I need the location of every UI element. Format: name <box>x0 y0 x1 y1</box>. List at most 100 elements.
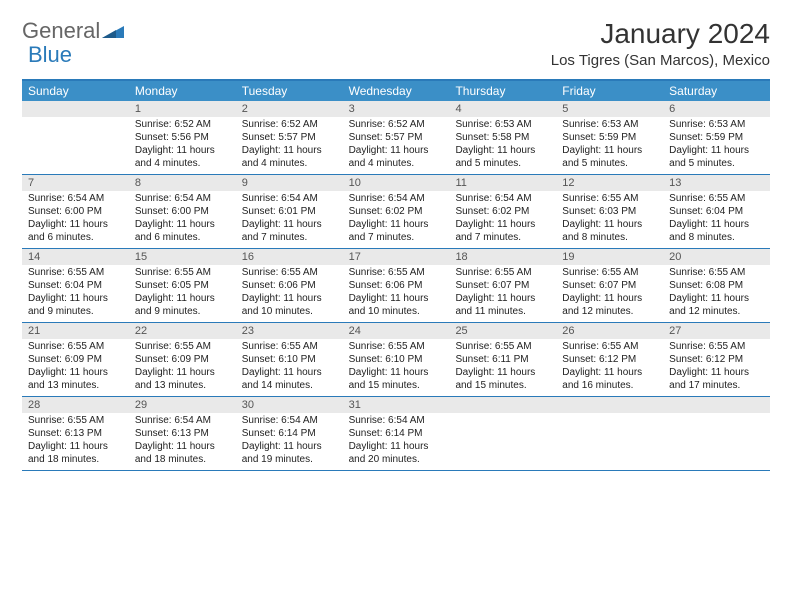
cell-body: Sunrise: 6:54 AMSunset: 6:13 PMDaylight:… <box>129 413 236 470</box>
daylight-text: Daylight: 11 hours and 9 minutes. <box>28 292 123 318</box>
cell-body: Sunrise: 6:55 AMSunset: 6:06 PMDaylight:… <box>236 265 343 322</box>
day-number: 15 <box>129 249 236 265</box>
cell-body: Sunrise: 6:54 AMSunset: 6:02 PMDaylight:… <box>449 191 556 248</box>
calendar-cell: 22Sunrise: 6:55 AMSunset: 6:09 PMDayligh… <box>129 323 236 396</box>
cell-body: Sunrise: 6:55 AMSunset: 6:10 PMDaylight:… <box>236 339 343 396</box>
sunset-text: Sunset: 6:09 PM <box>28 353 123 366</box>
sunset-text: Sunset: 6:14 PM <box>242 427 337 440</box>
calendar-cell: 20Sunrise: 6:55 AMSunset: 6:08 PMDayligh… <box>663 249 770 322</box>
sunrise-text: Sunrise: 6:55 AM <box>562 266 657 279</box>
sunrise-text: Sunrise: 6:55 AM <box>28 414 123 427</box>
daylight-text: Daylight: 11 hours and 15 minutes. <box>349 366 444 392</box>
calendar-cell: 14Sunrise: 6:55 AMSunset: 6:04 PMDayligh… <box>22 249 129 322</box>
cell-body: Sunrise: 6:54 AMSunset: 6:00 PMDaylight:… <box>22 191 129 248</box>
sunrise-text: Sunrise: 6:55 AM <box>242 266 337 279</box>
sunset-text: Sunset: 6:06 PM <box>349 279 444 292</box>
day-number: 3 <box>343 101 450 117</box>
cell-body: Sunrise: 6:55 AMSunset: 6:07 PMDaylight:… <box>449 265 556 322</box>
day-number <box>22 101 129 117</box>
sunrise-text: Sunrise: 6:55 AM <box>562 192 657 205</box>
day-header-wed: Wednesday <box>343 81 450 101</box>
day-number: 8 <box>129 175 236 191</box>
logo-general: General <box>22 18 100 44</box>
day-number: 16 <box>236 249 343 265</box>
daylight-text: Daylight: 11 hours and 13 minutes. <box>135 366 230 392</box>
sunrise-text: Sunrise: 6:54 AM <box>242 192 337 205</box>
header: General January 2024 Los Tigres (San Mar… <box>22 18 770 69</box>
day-number: 29 <box>129 397 236 413</box>
daylight-text: Daylight: 11 hours and 9 minutes. <box>135 292 230 318</box>
calendar-cell: 15Sunrise: 6:55 AMSunset: 6:05 PMDayligh… <box>129 249 236 322</box>
sunrise-text: Sunrise: 6:54 AM <box>349 192 444 205</box>
calendar-cell: 12Sunrise: 6:55 AMSunset: 6:03 PMDayligh… <box>556 175 663 248</box>
daylight-text: Daylight: 11 hours and 8 minutes. <box>669 218 764 244</box>
cell-body: Sunrise: 6:53 AMSunset: 5:59 PMDaylight:… <box>663 117 770 174</box>
day-number: 18 <box>449 249 556 265</box>
sunset-text: Sunset: 6:01 PM <box>242 205 337 218</box>
sunrise-text: Sunrise: 6:55 AM <box>455 266 550 279</box>
calendar-cell: 24Sunrise: 6:55 AMSunset: 6:10 PMDayligh… <box>343 323 450 396</box>
calendar-cell: 9Sunrise: 6:54 AMSunset: 6:01 PMDaylight… <box>236 175 343 248</box>
day-number: 9 <box>236 175 343 191</box>
week-row: 14Sunrise: 6:55 AMSunset: 6:04 PMDayligh… <box>22 249 770 323</box>
day-header-fri: Friday <box>556 81 663 101</box>
sunset-text: Sunset: 6:06 PM <box>242 279 337 292</box>
sunrise-text: Sunrise: 6:55 AM <box>28 340 123 353</box>
daylight-text: Daylight: 11 hours and 11 minutes. <box>455 292 550 318</box>
page-title: January 2024 <box>551 18 770 50</box>
sunrise-text: Sunrise: 6:55 AM <box>135 340 230 353</box>
calendar-cell: 8Sunrise: 6:54 AMSunset: 6:00 PMDaylight… <box>129 175 236 248</box>
cell-body: Sunrise: 6:55 AMSunset: 6:13 PMDaylight:… <box>22 413 129 470</box>
day-number: 11 <box>449 175 556 191</box>
daylight-text: Daylight: 11 hours and 6 minutes. <box>28 218 123 244</box>
page-subtitle: Los Tigres (San Marcos), Mexico <box>551 52 770 69</box>
sunset-text: Sunset: 6:00 PM <box>135 205 230 218</box>
daylight-text: Daylight: 11 hours and 5 minutes. <box>562 144 657 170</box>
sunset-text: Sunset: 6:13 PM <box>28 427 123 440</box>
sunset-text: Sunset: 5:58 PM <box>455 131 550 144</box>
title-block: January 2024 Los Tigres (San Marcos), Me… <box>551 18 770 69</box>
calendar-cell: 4Sunrise: 6:53 AMSunset: 5:58 PMDaylight… <box>449 101 556 174</box>
day-number: 21 <box>22 323 129 339</box>
sunset-text: Sunset: 6:02 PM <box>455 205 550 218</box>
sunset-text: Sunset: 5:59 PM <box>669 131 764 144</box>
sunrise-text: Sunrise: 6:55 AM <box>135 266 230 279</box>
calendar-cell: 1Sunrise: 6:52 AMSunset: 5:56 PMDaylight… <box>129 101 236 174</box>
day-number: 27 <box>663 323 770 339</box>
sunrise-text: Sunrise: 6:55 AM <box>349 266 444 279</box>
cell-body: Sunrise: 6:52 AMSunset: 5:57 PMDaylight:… <box>236 117 343 174</box>
calendar-cell: 21Sunrise: 6:55 AMSunset: 6:09 PMDayligh… <box>22 323 129 396</box>
cell-body: Sunrise: 6:52 AMSunset: 5:56 PMDaylight:… <box>129 117 236 174</box>
cell-body: Sunrise: 6:55 AMSunset: 6:03 PMDaylight:… <box>556 191 663 248</box>
sunrise-text: Sunrise: 6:52 AM <box>242 118 337 131</box>
sunset-text: Sunset: 6:14 PM <box>349 427 444 440</box>
sunrise-text: Sunrise: 6:54 AM <box>135 192 230 205</box>
daylight-text: Daylight: 11 hours and 4 minutes. <box>242 144 337 170</box>
daylight-text: Daylight: 11 hours and 12 minutes. <box>669 292 764 318</box>
day-header-mon: Monday <box>129 81 236 101</box>
day-number: 28 <box>22 397 129 413</box>
cell-body: Sunrise: 6:55 AMSunset: 6:10 PMDaylight:… <box>343 339 450 396</box>
weeks-container: 1Sunrise: 6:52 AMSunset: 5:56 PMDaylight… <box>22 101 770 471</box>
day-number: 6 <box>663 101 770 117</box>
sunrise-text: Sunrise: 6:53 AM <box>562 118 657 131</box>
sunset-text: Sunset: 6:08 PM <box>669 279 764 292</box>
daylight-text: Daylight: 11 hours and 19 minutes. <box>242 440 337 466</box>
sunrise-text: Sunrise: 6:52 AM <box>135 118 230 131</box>
day-number: 24 <box>343 323 450 339</box>
day-number: 4 <box>449 101 556 117</box>
cell-body: Sunrise: 6:55 AMSunset: 6:04 PMDaylight:… <box>22 265 129 322</box>
calendar-cell: 5Sunrise: 6:53 AMSunset: 5:59 PMDaylight… <box>556 101 663 174</box>
calendar-cell <box>556 397 663 470</box>
sunset-text: Sunset: 6:12 PM <box>669 353 764 366</box>
sunrise-text: Sunrise: 6:55 AM <box>349 340 444 353</box>
day-number: 10 <box>343 175 450 191</box>
day-number: 5 <box>556 101 663 117</box>
daylight-text: Daylight: 11 hours and 4 minutes. <box>349 144 444 170</box>
cell-body: Sunrise: 6:54 AMSunset: 6:00 PMDaylight:… <box>129 191 236 248</box>
sunrise-text: Sunrise: 6:55 AM <box>562 340 657 353</box>
sunrise-text: Sunrise: 6:54 AM <box>28 192 123 205</box>
sunset-text: Sunset: 6:09 PM <box>135 353 230 366</box>
calendar-cell: 18Sunrise: 6:55 AMSunset: 6:07 PMDayligh… <box>449 249 556 322</box>
daylight-text: Daylight: 11 hours and 18 minutes. <box>135 440 230 466</box>
